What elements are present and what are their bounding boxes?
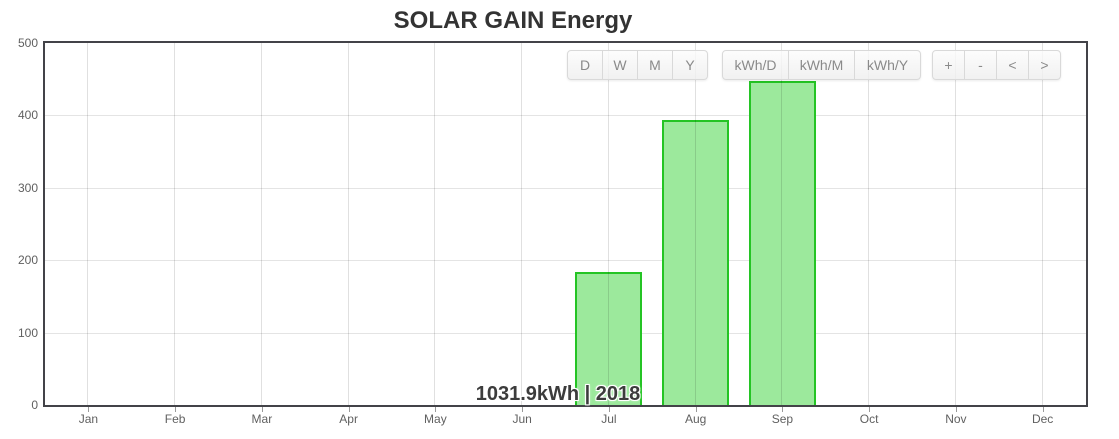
x-gridline-nov [954,43,956,405]
x-tick-jan [88,407,90,412]
x-gridline-jul [607,43,609,405]
x-tick-may [435,407,437,412]
x-tick-label-apr: Apr [339,412,358,426]
y-tick-label-300: 300 [17,180,38,195]
x-tick-dec [1042,407,1044,412]
total-energy-label: 1031.9kWh | 2018 [475,383,641,405]
y-tick-label-500: 500 [17,36,38,50]
x-tick-nov [955,407,957,412]
range-week-button[interactable]: W [602,50,638,80]
x-tick-label-aug: Aug [684,412,707,426]
plot-area [43,41,1088,407]
bar-sep[interactable] [749,81,816,405]
y-gridline-300 [45,187,1086,189]
x-tick-aug [695,407,697,412]
x-tick-label-feb: Feb [164,412,186,426]
range-day-button[interactable]: D [567,50,603,80]
x-tick-sep [782,407,784,412]
x-tick-label-jan: Jan [78,412,99,426]
x-tick-label-jul: Jul [601,412,617,426]
x-gridline-mar [260,43,262,405]
x-gridline-feb [174,43,176,405]
x-tick-feb [175,407,177,412]
unit-kwh-per-month-button[interactable]: kWh/M [788,50,855,80]
pan-left-button[interactable]: < [996,50,1029,80]
x-tick-jun [522,407,524,412]
y-gridline-100 [45,332,1086,334]
nav-button-group: + - < > [932,50,1061,80]
x-gridline-aug [694,43,696,405]
x-gridline-apr [347,43,349,405]
y-tick-label-200: 200 [17,253,38,268]
x-tick-label-mar: Mar [251,412,273,426]
x-gridline-jun [521,43,523,405]
x-tick-label-dec: Dec [1031,412,1054,426]
y-tick-label-400: 400 [17,108,38,123]
range-month-button[interactable]: M [637,50,673,80]
zoom-in-button[interactable]: + [932,50,965,80]
page-title: SOLAR GAIN Energy [393,7,633,34]
bar-aug[interactable] [662,120,729,405]
x-gridline-sep [781,43,783,405]
range-year-button[interactable]: Y [672,50,708,80]
unit-kwh-per-year-button[interactable]: kWh/Y [854,50,921,80]
x-gridline-may [434,43,436,405]
x-tick-oct [869,407,871,412]
x-tick-mar [261,407,263,412]
x-gridline-oct [868,43,870,405]
y-gridline-400 [45,115,1086,117]
x-tick-label-may: May [424,412,447,426]
x-tick-jul [608,407,610,412]
unit-button-group: kWh/D kWh/M kWh/Y [722,50,921,80]
x-tick-apr [348,407,350,412]
y-gridline-200 [45,260,1086,262]
x-tick-label-oct: Oct [859,412,879,426]
y-tick-label-100: 100 [17,325,38,340]
x-tick-label-jun: Jun [512,412,532,426]
x-gridline-jan [87,43,89,405]
x-gridline-dec [1041,43,1043,405]
bar-jul[interactable] [575,272,642,405]
zoom-out-button[interactable]: - [964,50,997,80]
x-tick-label-sep: Sep [771,412,794,426]
y-tick-label-0: 0 [31,398,38,412]
unit-kwh-per-day-button[interactable]: kWh/D [722,50,789,80]
pan-right-button[interactable]: > [1028,50,1061,80]
x-tick-label-nov: Nov [945,412,967,426]
